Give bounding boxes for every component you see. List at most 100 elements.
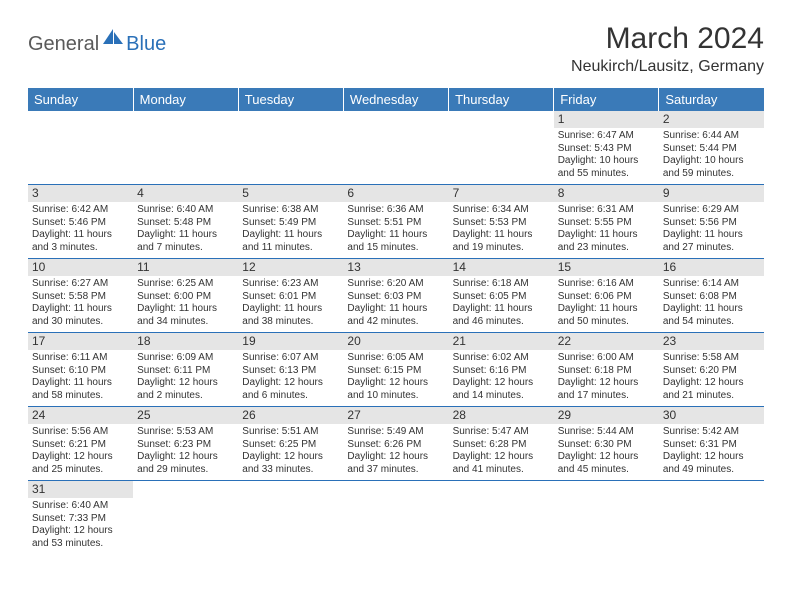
daylight-text: and 17 minutes. <box>558 390 655 403</box>
day-number: 29 <box>554 407 659 424</box>
calendar-day-cell <box>343 481 448 555</box>
sunset-text: Sunset: 6:08 PM <box>663 291 760 304</box>
day-number: 16 <box>659 259 764 276</box>
daylight-text: Daylight: 11 hours <box>453 303 550 316</box>
sunset-text: Sunset: 6:31 PM <box>663 439 760 452</box>
day-number: 1 <box>554 111 659 128</box>
sunset-text: Sunset: 6:20 PM <box>663 365 760 378</box>
sunset-text: Sunset: 6:05 PM <box>453 291 550 304</box>
daylight-text: and 53 minutes. <box>32 538 129 551</box>
calendar-day-cell <box>343 111 448 185</box>
day-number: 25 <box>133 407 238 424</box>
daylight-text: Daylight: 12 hours <box>663 377 760 390</box>
calendar-week-row: 1Sunrise: 6:47 AMSunset: 5:43 PMDaylight… <box>28 111 764 185</box>
month-title: March 2024 <box>571 22 764 56</box>
calendar-day-cell: 1Sunrise: 6:47 AMSunset: 5:43 PMDaylight… <box>554 111 659 185</box>
daylight-text: Daylight: 11 hours <box>242 229 339 242</box>
sunrise-text: Sunrise: 5:53 AM <box>137 426 234 439</box>
sunset-text: Sunset: 6:26 PM <box>347 439 444 452</box>
sunrise-text: Sunrise: 6:09 AM <box>137 352 234 365</box>
logo: General Blue <box>28 28 166 61</box>
daylight-text: and 55 minutes. <box>558 168 655 181</box>
daylight-text: and 6 minutes. <box>242 390 339 403</box>
sunrise-text: Sunrise: 6:38 AM <box>242 204 339 217</box>
day-number: 4 <box>133 185 238 202</box>
daylight-text: and 42 minutes. <box>347 316 444 329</box>
day-number: 10 <box>28 259 133 276</box>
day-number: 27 <box>343 407 448 424</box>
day-number: 8 <box>554 185 659 202</box>
day-number: 9 <box>659 185 764 202</box>
sunset-text: Sunset: 6:03 PM <box>347 291 444 304</box>
sunset-text: Sunset: 6:18 PM <box>558 365 655 378</box>
calendar-week-row: 10Sunrise: 6:27 AMSunset: 5:58 PMDayligh… <box>28 259 764 333</box>
calendar-week-row: 3Sunrise: 6:42 AMSunset: 5:46 PMDaylight… <box>28 185 764 259</box>
sunrise-text: Sunrise: 6:42 AM <box>32 204 129 217</box>
daylight-text: Daylight: 12 hours <box>137 377 234 390</box>
daylight-text: and 34 minutes. <box>137 316 234 329</box>
sunset-text: Sunset: 5:46 PM <box>32 217 129 230</box>
calendar-week-row: 17Sunrise: 6:11 AMSunset: 6:10 PMDayligh… <box>28 333 764 407</box>
calendar-day-cell <box>133 111 238 185</box>
day-number: 19 <box>238 333 343 350</box>
day-number: 20 <box>343 333 448 350</box>
sunrise-text: Sunrise: 6:23 AM <box>242 278 339 291</box>
calendar-day-cell: 19Sunrise: 6:07 AMSunset: 6:13 PMDayligh… <box>238 333 343 407</box>
calendar-day-cell: 12Sunrise: 6:23 AMSunset: 6:01 PMDayligh… <box>238 259 343 333</box>
daylight-text: Daylight: 12 hours <box>137 451 234 464</box>
sunrise-text: Sunrise: 6:40 AM <box>32 500 129 513</box>
calendar-day-cell <box>449 481 554 555</box>
sunrise-text: Sunrise: 6:34 AM <box>453 204 550 217</box>
day-number: 13 <box>343 259 448 276</box>
title-area: March 2024 Neukirch/Lausitz, Germany <box>571 22 764 76</box>
calendar-day-cell: 29Sunrise: 5:44 AMSunset: 6:30 PMDayligh… <box>554 407 659 481</box>
daylight-text: and 46 minutes. <box>453 316 550 329</box>
day-number: 28 <box>449 407 554 424</box>
day-number: 15 <box>554 259 659 276</box>
calendar-day-cell: 14Sunrise: 6:18 AMSunset: 6:05 PMDayligh… <box>449 259 554 333</box>
daylight-text: Daylight: 12 hours <box>663 451 760 464</box>
day-number: 30 <box>659 407 764 424</box>
calendar-day-cell <box>133 481 238 555</box>
day-number: 14 <box>449 259 554 276</box>
day-number: 22 <box>554 333 659 350</box>
daylight-text: and 49 minutes. <box>663 464 760 477</box>
day-number: 12 <box>238 259 343 276</box>
daylight-text: Daylight: 11 hours <box>558 229 655 242</box>
sunset-text: Sunset: 6:06 PM <box>558 291 655 304</box>
daylight-text: and 27 minutes. <box>663 242 760 255</box>
sunset-text: Sunset: 5:49 PM <box>242 217 339 230</box>
sunset-text: Sunset: 6:23 PM <box>137 439 234 452</box>
daylight-text: and 50 minutes. <box>558 316 655 329</box>
sunset-text: Sunset: 6:28 PM <box>453 439 550 452</box>
daylight-text: Daylight: 11 hours <box>347 229 444 242</box>
location: Neukirch/Lausitz, Germany <box>571 58 764 76</box>
daylight-text: and 3 minutes. <box>32 242 129 255</box>
calendar-day-cell: 31Sunrise: 6:40 AMSunset: 7:33 PMDayligh… <box>28 481 133 555</box>
day-number: 24 <box>28 407 133 424</box>
daylight-text: Daylight: 11 hours <box>558 303 655 316</box>
daylight-text: Daylight: 11 hours <box>32 377 129 390</box>
sunrise-text: Sunrise: 5:58 AM <box>663 352 760 365</box>
daylight-text: and 25 minutes. <box>32 464 129 477</box>
sunset-text: Sunset: 5:56 PM <box>663 217 760 230</box>
sunrise-text: Sunrise: 5:49 AM <box>347 426 444 439</box>
logo-text-blue: Blue <box>126 33 166 56</box>
calendar-day-cell: 22Sunrise: 6:00 AMSunset: 6:18 PMDayligh… <box>554 333 659 407</box>
weekday-header-row: SundayMondayTuesdayWednesdayThursdayFrid… <box>28 88 764 111</box>
sunset-text: Sunset: 5:51 PM <box>347 217 444 230</box>
daylight-text: and 45 minutes. <box>558 464 655 477</box>
sunset-text: Sunset: 6:13 PM <box>242 365 339 378</box>
sunrise-text: Sunrise: 6:27 AM <box>32 278 129 291</box>
daylight-text: Daylight: 12 hours <box>558 451 655 464</box>
daylight-text: Daylight: 12 hours <box>453 377 550 390</box>
calendar-day-cell <box>28 111 133 185</box>
daylight-text: and 30 minutes. <box>32 316 129 329</box>
weekday-header: Thursday <box>449 88 554 111</box>
sunset-text: Sunset: 6:15 PM <box>347 365 444 378</box>
calendar-day-cell <box>238 481 343 555</box>
daylight-text: Daylight: 12 hours <box>242 451 339 464</box>
calendar-day-cell: 23Sunrise: 5:58 AMSunset: 6:20 PMDayligh… <box>659 333 764 407</box>
daylight-text: and 21 minutes. <box>663 390 760 403</box>
weekday-header: Saturday <box>659 88 764 111</box>
